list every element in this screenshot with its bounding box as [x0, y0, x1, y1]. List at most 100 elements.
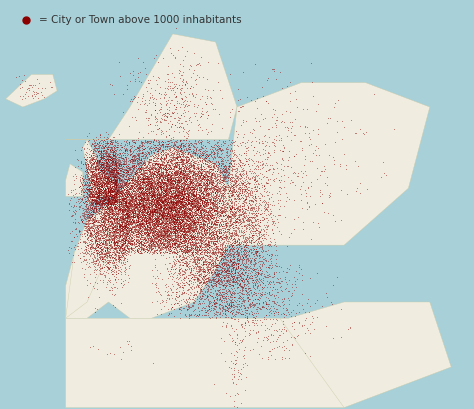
Point — [180, 215, 187, 221]
Point — [94, 192, 102, 198]
Point — [173, 217, 180, 223]
Point — [213, 253, 220, 259]
Point — [94, 193, 102, 200]
Point — [96, 138, 103, 144]
Point — [188, 200, 195, 207]
Point — [165, 180, 173, 186]
Point — [216, 224, 223, 231]
Point — [163, 157, 170, 164]
Point — [92, 240, 100, 247]
Point — [167, 176, 175, 182]
Point — [118, 180, 126, 187]
Point — [129, 174, 137, 180]
Point — [155, 196, 163, 202]
Point — [154, 236, 162, 243]
Point — [129, 186, 137, 193]
Point — [161, 151, 169, 158]
Point — [112, 239, 119, 246]
Point — [178, 187, 185, 194]
Point — [160, 165, 168, 172]
Point — [100, 222, 108, 229]
Point — [228, 282, 235, 288]
Point — [159, 142, 167, 149]
Point — [259, 159, 267, 166]
Point — [95, 194, 103, 200]
Point — [179, 193, 186, 199]
Point — [84, 169, 91, 176]
Point — [218, 193, 226, 199]
Point — [98, 241, 106, 248]
Point — [227, 182, 234, 189]
Point — [108, 210, 116, 216]
Point — [208, 172, 215, 178]
Point — [142, 237, 149, 243]
Point — [152, 220, 160, 226]
Point — [184, 145, 192, 151]
Point — [181, 151, 189, 157]
Point — [187, 184, 195, 190]
Point — [104, 263, 112, 270]
Point — [111, 240, 119, 247]
Point — [180, 221, 188, 227]
Point — [180, 163, 187, 169]
Point — [165, 218, 173, 225]
Point — [96, 258, 103, 264]
Point — [253, 246, 260, 252]
Point — [117, 188, 125, 195]
Point — [134, 221, 141, 227]
Point — [217, 279, 225, 285]
Point — [232, 245, 240, 252]
Point — [100, 193, 108, 199]
Point — [122, 167, 130, 173]
Point — [220, 180, 228, 187]
Point — [113, 190, 120, 196]
Point — [150, 242, 157, 249]
Point — [109, 249, 116, 255]
Point — [98, 148, 105, 155]
Point — [185, 170, 192, 176]
Point — [168, 167, 175, 174]
Point — [209, 204, 217, 210]
Point — [171, 205, 178, 211]
Point — [101, 228, 109, 234]
Point — [111, 213, 119, 219]
Point — [161, 110, 168, 117]
Point — [234, 108, 242, 114]
Point — [232, 222, 240, 228]
Point — [236, 272, 244, 279]
Point — [130, 232, 137, 239]
Point — [182, 258, 189, 264]
Point — [217, 227, 225, 234]
Point — [193, 213, 201, 220]
Point — [127, 207, 135, 213]
Point — [146, 164, 153, 171]
Point — [192, 192, 200, 199]
Point — [256, 222, 264, 229]
Point — [152, 191, 160, 197]
Point — [211, 171, 219, 178]
Point — [195, 206, 202, 212]
Point — [91, 142, 98, 149]
Point — [166, 215, 174, 221]
Point — [78, 175, 85, 182]
Point — [165, 178, 173, 184]
Point — [174, 227, 182, 233]
Point — [180, 172, 188, 178]
Point — [206, 193, 213, 200]
Point — [186, 165, 194, 172]
Point — [91, 145, 99, 151]
Point — [201, 279, 209, 285]
Point — [124, 171, 132, 178]
Point — [254, 225, 262, 231]
Point — [123, 169, 131, 175]
Point — [171, 243, 179, 250]
Point — [217, 234, 225, 240]
Point — [168, 165, 175, 171]
Point — [239, 254, 246, 261]
Point — [139, 164, 146, 171]
Point — [180, 223, 188, 229]
Point — [115, 254, 123, 261]
Point — [169, 184, 177, 191]
Point — [138, 174, 146, 180]
Point — [160, 234, 167, 240]
